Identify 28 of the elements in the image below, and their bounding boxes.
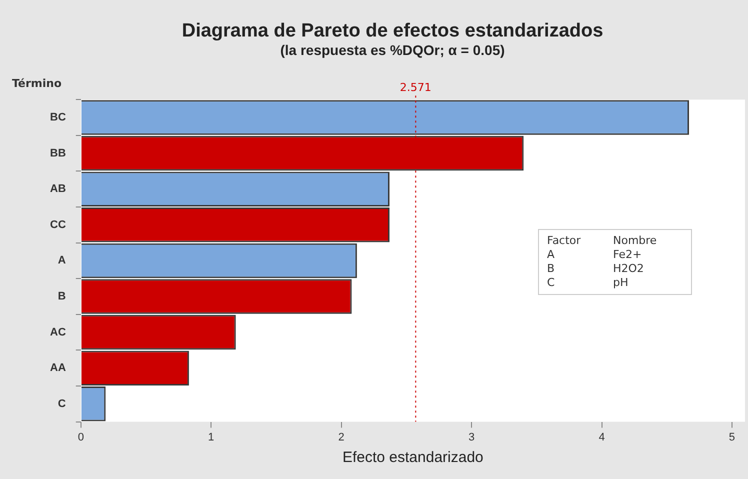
chart-subtitle: (la respuesta es %DQOr; α = 0.05) (280, 42, 505, 58)
y-tick-label: AB (50, 183, 66, 196)
y-tick-label: BB (50, 147, 66, 160)
x-tick-label: 0 (78, 431, 84, 444)
annotation: Fe2+ (613, 248, 643, 262)
y-tick-label: AC (50, 326, 66, 338)
y-tick-label: C (58, 398, 66, 410)
x-tick-label: 1 (208, 431, 214, 444)
x-tick-label: 5 (728, 431, 736, 444)
annotation: Factor (547, 234, 582, 248)
annotation: B (547, 262, 556, 276)
x-tick-label: 2 (338, 431, 344, 444)
annotation: Nombre (613, 234, 658, 248)
annotation: pH (613, 276, 630, 290)
annotation: H2O2 (613, 262, 645, 276)
annotation: C (547, 276, 556, 290)
y-tick-label: A (58, 254, 66, 267)
x-axis-title: Efecto estandarizado (342, 449, 484, 466)
y-tick-label: CC (50, 218, 66, 231)
x-tick-label: 4 (598, 431, 605, 444)
y-tick-label: B (58, 290, 66, 303)
y-axis-title: Término (12, 76, 62, 90)
annotation: A (547, 248, 556, 262)
y-tick-label: BC (50, 112, 66, 124)
chart-title: Diagrama de Pareto de efectos estandarizados (182, 20, 604, 42)
y-tick-label: AA (50, 362, 66, 374)
ref-line-label: 2.571 (400, 80, 432, 94)
x-tick-label: 3 (468, 431, 475, 444)
